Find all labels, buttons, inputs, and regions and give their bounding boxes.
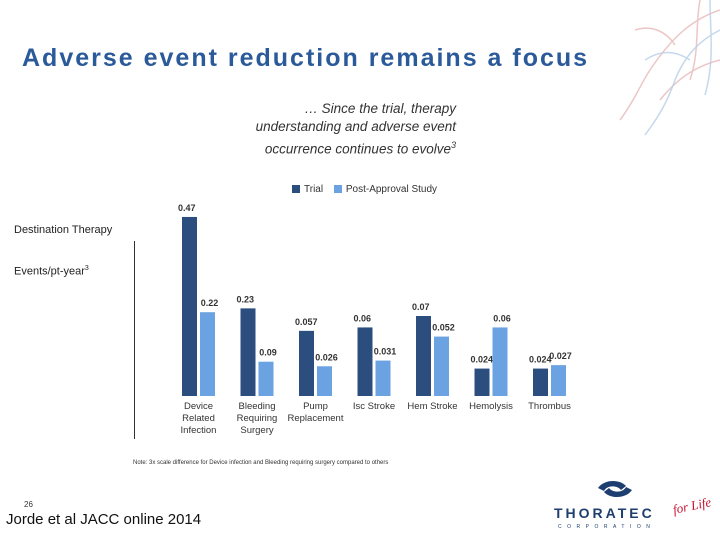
slide-title: Adverse event reduction remains a focus <box>22 44 590 72</box>
bar-label-trial-5: 0.024 <box>471 355 494 365</box>
logo-mark-icon <box>598 480 632 498</box>
legend-item-trial: Trial <box>292 184 323 195</box>
category-label-1-0: Bleeding <box>239 401 276 412</box>
category-label-1-1: Requiring <box>237 413 278 424</box>
citation-footer: Jorde et al JACC online 2014 <box>6 511 202 528</box>
bar-trial-0 <box>182 216 197 396</box>
thoratec-logo: THORATEC CORPORATION for Life <box>554 480 713 530</box>
chart-legend: Trial Post-Approval Study <box>292 184 445 195</box>
bar-label-post-6: 0.027 <box>549 351 572 361</box>
category-label-2-1: Replacement <box>288 413 344 424</box>
bar-label-trial-6: 0.024 <box>529 355 552 365</box>
bar-label-trial-2: 0.057 <box>295 317 318 327</box>
bar-trial-3 <box>357 327 373 396</box>
category-label-0-1: Related <box>182 413 215 424</box>
axis-line <box>134 241 135 439</box>
bar-label-post-4: 0.052 <box>432 323 455 333</box>
legend-swatch-post <box>333 185 342 194</box>
bar-trial-1 <box>240 308 256 396</box>
legend-swatch-trial <box>292 185 300 194</box>
bar-post-4 <box>434 336 449 396</box>
bar-label-post-0: 0.22 <box>201 298 219 308</box>
bar-label-post-1: 0.09 <box>259 348 277 358</box>
bar-label-trial-1: 0.23 <box>237 294 255 304</box>
therapy-label: Destination Therapy <box>14 224 113 236</box>
metric-citation: 3 <box>84 265 89 272</box>
category-label-0-2: Infection <box>181 425 217 436</box>
bar-label-trial-4: 0.07 <box>412 302 430 312</box>
logo-name: THORATEC <box>554 505 655 521</box>
legend-item-post: Post-Approval Study <box>333 184 438 195</box>
category-label-3-0: Isc Stroke <box>353 401 395 412</box>
logo-sub: CORPORATION <box>558 524 655 530</box>
bar-label-trial-0: 0.47 <box>178 203 196 213</box>
bar-trial-6 <box>533 368 548 396</box>
category-label-1-2: Surgery <box>240 425 274 436</box>
category-label-6-0: Thrombus <box>528 401 571 412</box>
bar-label-trial-3: 0.06 <box>354 313 372 323</box>
bar-trial-2 <box>299 330 314 396</box>
category-label-0-0: Device <box>184 401 213 412</box>
bar-post-5 <box>492 327 508 396</box>
metric-label: Events/pt-year3 <box>14 265 89 278</box>
page-number: 26 <box>24 500 33 509</box>
category-label-4-0: Hem Stroke <box>407 401 457 412</box>
metric-label-text: Events/pt-year <box>14 265 85 278</box>
bar-label-post-3: 0.031 <box>374 347 397 357</box>
bar-post-2 <box>317 366 332 396</box>
bar-post-0 <box>200 312 215 396</box>
scale-note: Note: 3x scale difference for Device inf… <box>133 460 389 466</box>
subtitle-line-2: understanding and adverse event <box>255 119 456 134</box>
category-label-5-0: Hemolysis <box>469 401 513 412</box>
bar-trial-5 <box>474 368 490 396</box>
bar-label-post-5: 0.06 <box>493 313 511 323</box>
subtitle-line-3: occurrence continues to evolve <box>264 141 451 157</box>
legend-label-post: Post-Approval Study <box>345 184 438 195</box>
decorative-vessels-graphic <box>619 0 720 136</box>
bar-label-post-2: 0.026 <box>315 352 338 362</box>
subtitle-text: … Since the trial, therapy understanding… <box>196 100 456 159</box>
subtitle-line-1: … Since the trial, therapy <box>304 101 456 116</box>
legend-label-trial: Trial <box>304 184 324 195</box>
bar-trial-4 <box>416 316 431 396</box>
logo-tagline: for Life <box>672 494 713 517</box>
bar-post-6 <box>551 365 566 396</box>
subtitle-citation: 3 <box>450 140 456 150</box>
bar-post-3 <box>375 360 391 396</box>
bar-post-1 <box>258 361 274 396</box>
category-label-2-0: Pump <box>303 401 328 412</box>
bar-chart: 0.47 0.22 Device Related Infection 0.23 0.09 Bl… <box>172 176 596 446</box>
